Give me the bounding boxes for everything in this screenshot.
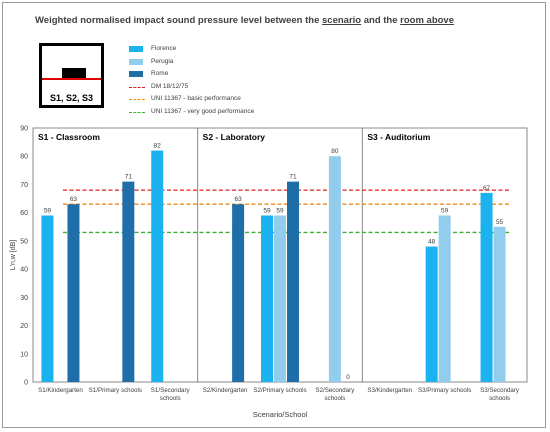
bar bbox=[151, 150, 164, 382]
legend-item: Florence bbox=[129, 43, 254, 56]
scenario-key-diagram: S1, S2, S3 bbox=[39, 43, 104, 108]
floor-line-mark bbox=[42, 78, 101, 80]
x-tick-label: S1/Primary schools bbox=[89, 387, 142, 394]
x-tick-label: S2/Secondary bbox=[315, 387, 355, 394]
legend-item: UNI 11367 - basic performance bbox=[129, 93, 254, 106]
legend-label: Rome bbox=[151, 70, 169, 77]
figure-frame: Weighted normalised impact sound pressur… bbox=[2, 2, 546, 428]
data-label: 67 bbox=[483, 185, 491, 192]
panel-title: S1 - Classroom bbox=[38, 132, 100, 142]
x-tick-label: schools bbox=[324, 395, 345, 402]
y-axis-label: L'n,w [dB] bbox=[10, 240, 17, 271]
legend-swatch bbox=[129, 46, 143, 52]
legend-item: Rome bbox=[129, 68, 254, 81]
data-label: 59 bbox=[263, 207, 271, 214]
x-tick-label: S2/Primary schools bbox=[253, 387, 306, 394]
bar bbox=[287, 181, 299, 382]
bar bbox=[493, 226, 506, 382]
legend-label: UNI 11367 - very good performance bbox=[151, 107, 255, 115]
y-tick-label: 50 bbox=[20, 238, 28, 245]
y-tick-label: 70 bbox=[20, 182, 28, 189]
y-tick-label: 60 bbox=[20, 210, 28, 217]
data-label: 55 bbox=[496, 219, 504, 226]
x-tick-label: S2/Kindergarten bbox=[203, 387, 248, 394]
x-tick-label: S3/Primary schools bbox=[418, 387, 471, 394]
legend-label: Florence bbox=[151, 45, 177, 52]
bar bbox=[425, 246, 438, 382]
x-tick-label: S3/Secondary bbox=[480, 387, 520, 394]
y-tick-label: 0 bbox=[24, 380, 28, 387]
data-label: 59 bbox=[44, 207, 52, 214]
x-tick-label: schools bbox=[489, 395, 510, 402]
y-tick-label: 10 bbox=[20, 351, 28, 358]
y-tick-label: 40 bbox=[20, 267, 28, 274]
data-label: 71 bbox=[125, 174, 133, 181]
legend: Florence Perugia Rome DM 18/12/75 UNI 11367 … bbox=[129, 43, 254, 118]
bar bbox=[122, 181, 135, 382]
floor-slab-mark bbox=[62, 68, 86, 78]
x-axis-label: Scenario/School bbox=[253, 410, 308, 419]
legend-swatch bbox=[129, 99, 145, 100]
data-label: 82 bbox=[154, 143, 162, 150]
panel-title: S3 - Auditorium bbox=[367, 132, 430, 142]
y-tick-label: 20 bbox=[20, 323, 28, 330]
data-label: 80 bbox=[331, 148, 339, 155]
panel-title: S2 - Laboratory bbox=[203, 132, 266, 142]
x-tick-label: schools bbox=[160, 395, 181, 402]
data-label: 71 bbox=[289, 174, 297, 181]
legend-swatch bbox=[129, 111, 145, 113]
bar bbox=[67, 204, 80, 382]
data-label: 0 bbox=[346, 374, 350, 381]
legend-item: DM 18/12/75 bbox=[129, 81, 254, 94]
title-underlined-scenario: scenario bbox=[322, 15, 362, 26]
legend-swatch bbox=[129, 58, 143, 65]
title-text-mid: and the bbox=[361, 15, 401, 26]
data-label: 48 bbox=[428, 239, 436, 246]
bar bbox=[328, 156, 341, 382]
scenario-key-label: S1, S2, S3 bbox=[49, 93, 94, 103]
x-tick-label: S1/Kindergarten bbox=[38, 387, 83, 394]
legend-label: Perugia bbox=[151, 57, 174, 65]
bar bbox=[480, 192, 493, 382]
bar bbox=[274, 215, 286, 382]
data-label: 63 bbox=[234, 196, 242, 203]
data-label: 63 bbox=[70, 196, 78, 203]
x-tick-label: S3/Kindergarten bbox=[367, 387, 412, 394]
title-underlined-room: room above bbox=[400, 15, 455, 26]
legend-swatch bbox=[129, 71, 143, 77]
bar bbox=[261, 215, 273, 382]
y-tick-label: 90 bbox=[20, 126, 28, 133]
bar bbox=[232, 204, 245, 382]
bar bbox=[41, 215, 54, 382]
title-text-start: Weighted normalised impact sound pressur… bbox=[35, 15, 323, 26]
legend-swatch bbox=[129, 86, 145, 88]
y-tick-label: 30 bbox=[20, 295, 28, 302]
bar bbox=[438, 215, 451, 382]
legend-item: UNI 11367 - very good performance bbox=[129, 106, 254, 119]
legend-label: DM 18/12/75 bbox=[151, 82, 189, 90]
x-tick-label: S1/Secondary bbox=[151, 387, 191, 394]
data-label: 59 bbox=[276, 207, 284, 214]
legend-item: Perugia bbox=[129, 56, 254, 69]
legend-label: UNI 11367 - basic performance bbox=[151, 95, 241, 102]
y-tick-label: 80 bbox=[20, 154, 28, 161]
chart-title: Weighted normalised impact sound pressur… bbox=[35, 15, 454, 26]
bar-chart: 0 10 20 30 40 50 60 70 80 90 L'n,w [dB] Scenario/Sc… bbox=[10, 126, 528, 419]
data-label: 59 bbox=[441, 207, 449, 214]
